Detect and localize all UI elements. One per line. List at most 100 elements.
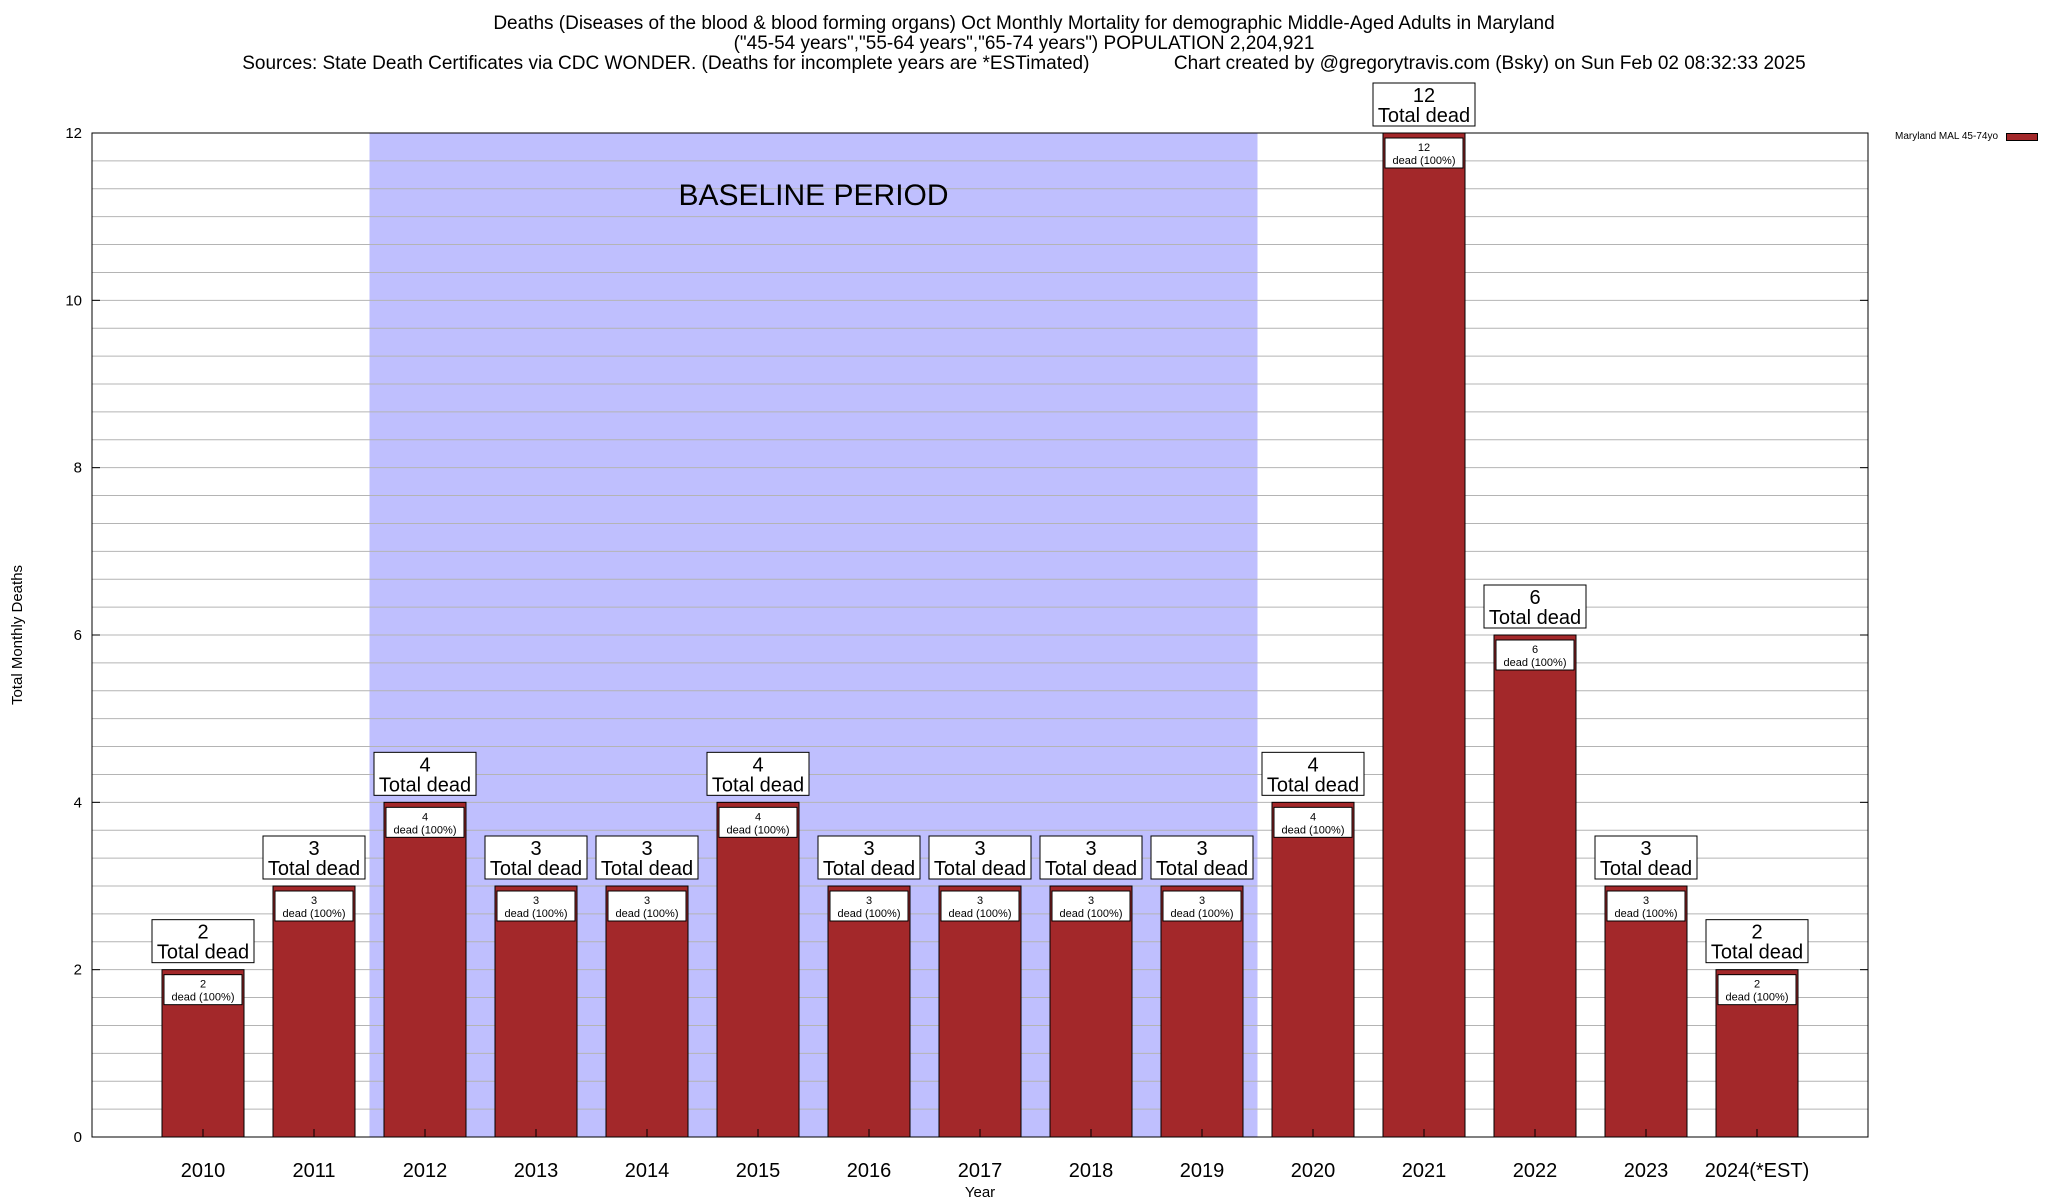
bar-top-value: 4 (1307, 754, 1318, 776)
bar-inner-label-box (163, 974, 243, 1006)
legend-swatch (2006, 132, 2039, 141)
y-axis-title: Total Monthly Deaths (9, 565, 26, 705)
bar-top-value: 3 (974, 838, 985, 860)
bar-top-value: 3 (530, 838, 541, 860)
bar-top-value: 3 (1640, 838, 1651, 860)
bar-inner-value: 6 (1532, 644, 1538, 656)
bar-inner-label: dead (100%) (394, 824, 457, 836)
bar-top-label-box (262, 835, 366, 880)
bar-inner-label: dead (100%) (1171, 908, 1234, 920)
bar-top-label: Total dead (934, 858, 1026, 880)
bar-top-value: 4 (419, 754, 430, 776)
x-tick-label: 2021 (1402, 1160, 1447, 1182)
y-tick-label: 4 (74, 794, 82, 811)
y-tick-label: 10 (65, 292, 82, 309)
x-tick-label: 2015 (736, 1160, 781, 1182)
bar-top-label-box (1372, 82, 1476, 127)
bar-inner-label-box (1162, 890, 1242, 922)
x-tick-label: 2020 (1291, 1160, 1336, 1182)
chart-title: Deaths (Diseases of the blood & blood fo… (493, 13, 1555, 34)
bar-top-label-box (373, 751, 477, 796)
bar-inner-value: 4 (755, 811, 761, 823)
bar-top-value: 12 (1413, 85, 1435, 107)
bar-inner-label: dead (100%) (1504, 657, 1567, 669)
bar-inner-label: dead (100%) (172, 992, 235, 1004)
bar-top-label: Total dead (157, 942, 249, 964)
bar-inner-label: dead (100%) (1393, 155, 1456, 167)
x-tick-label: 2010 (181, 1160, 226, 1182)
bar-top-label: Total dead (1600, 858, 1692, 880)
x-tick-label: 2017 (958, 1160, 1003, 1182)
bar-top-label: Total dead (823, 858, 915, 880)
bar-top-value: 2 (197, 922, 208, 944)
bar-top-value: 6 (1529, 587, 1540, 609)
bar-inner-value: 3 (866, 895, 872, 907)
bar-inner-label-box (829, 890, 909, 922)
y-tick-label: 8 (74, 460, 82, 477)
bar (1271, 801, 1355, 1138)
bar-top-value: 3 (308, 838, 319, 860)
bar-inner-label: dead (100%) (1615, 908, 1678, 920)
bar-inner-label-box (385, 806, 465, 838)
bar-top-label-box (595, 835, 699, 880)
bar-inner-label: dead (100%) (1726, 992, 1789, 1004)
bar-top-label: Total dead (1378, 105, 1470, 127)
bar-inner-value: 4 (1310, 811, 1316, 823)
bar-top-value: 3 (1196, 838, 1207, 860)
bar-inner-label: dead (100%) (1282, 824, 1345, 836)
bar-inner-value: 3 (1088, 895, 1094, 907)
bar-top-value: 4 (752, 754, 763, 776)
bar (1604, 885, 1688, 1138)
x-tick-label: 2014 (625, 1160, 670, 1182)
bar-inner-value: 2 (200, 979, 206, 991)
bar (1160, 885, 1244, 1138)
bar-top-label-box (1705, 919, 1809, 964)
y-tick-label: 6 (74, 627, 82, 644)
x-tick-label: 2023 (1624, 1160, 1669, 1182)
bar-top-value: 2 (1751, 922, 1762, 944)
bar-inner-label: dead (100%) (283, 908, 346, 920)
x-tick-label: 2018 (1069, 1160, 1114, 1182)
bar-inner-label: dead (100%) (838, 908, 901, 920)
bar-top-label: Total dead (712, 774, 804, 796)
bar-top-label-box (706, 751, 810, 796)
x-tick-label: 2024(*EST) (1705, 1160, 1810, 1182)
bar-top-label: Total dead (379, 774, 471, 796)
bar-inner-label: dead (100%) (505, 908, 568, 920)
bar-top-label-box (484, 835, 588, 880)
bar (383, 801, 467, 1138)
bar-inner-label-box (940, 890, 1020, 922)
bar (494, 885, 578, 1138)
bar-inner-value: 3 (977, 895, 983, 907)
bar-inner-label-box (1495, 639, 1575, 671)
bar-inner-label-box (1273, 806, 1353, 838)
bar-inner-value: 3 (1199, 895, 1205, 907)
chart-subtitle: ("45-54 years","55-64 years","65-74 year… (733, 33, 1315, 54)
bar-inner-label: dead (100%) (949, 908, 1012, 920)
bar-inner-value: 3 (644, 895, 650, 907)
x-tick-label: 2022 (1513, 1160, 1558, 1182)
bar-inner-label-box (1717, 974, 1797, 1006)
bar-inner-value: 12 (1418, 142, 1430, 154)
bar-top-label: Total dead (268, 858, 360, 880)
x-tick-label: 2012 (403, 1160, 448, 1182)
bar-inner-label-box (1051, 890, 1131, 922)
bar-top-value: 3 (1085, 838, 1096, 860)
bar-top-label-box (928, 835, 1032, 880)
bar (716, 801, 800, 1138)
bar-inner-label-box (1606, 890, 1686, 922)
bar-inner-label-box (1384, 137, 1464, 169)
x-axis-title: Year (965, 1184, 995, 1200)
bar-top-label-box (817, 835, 921, 880)
y-tick-label: 12 (65, 125, 82, 142)
bar-inner-label: dead (100%) (1060, 908, 1123, 920)
x-tick-label: 2019 (1180, 1160, 1225, 1182)
bar (1382, 132, 1466, 1138)
bar-top-label: Total dead (1045, 858, 1137, 880)
bar-inner-label-box (496, 890, 576, 922)
legend-label: Maryland MAL 45-74yo (1895, 131, 1999, 142)
bar-inner-label: dead (100%) (727, 824, 790, 836)
bar-inner-value: 4 (422, 811, 428, 823)
bar (1493, 634, 1577, 1138)
